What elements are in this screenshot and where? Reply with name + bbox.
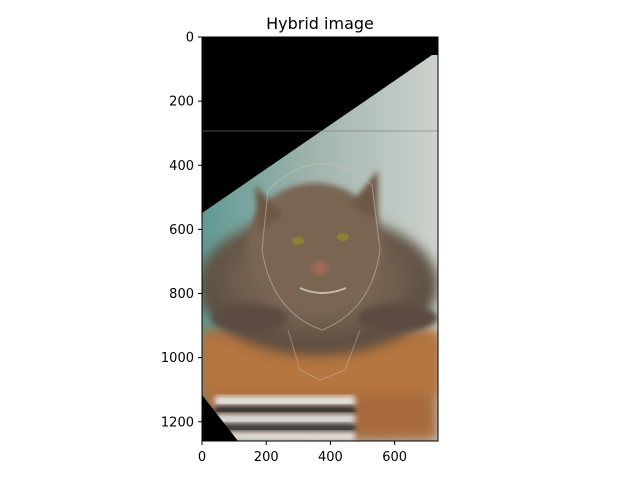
y-tick-label: 600 [169, 223, 194, 238]
y-tick-label: 800 [169, 287, 194, 302]
axes-frame [201, 36, 439, 442]
hybrid-image [202, 37, 438, 441]
y-tick-label: 1200 [161, 415, 194, 430]
y-axis: 0 200 400 600 800 1000 1200 [161, 31, 202, 430]
y-tick-label: 0 [186, 31, 194, 46]
x-tick-label: 0 [198, 450, 206, 465]
y-tick-label: 1000 [161, 351, 194, 366]
x-tick-label: 600 [382, 450, 407, 465]
photo-region [202, 55, 438, 441]
x-tick-label: 200 [254, 450, 279, 465]
y-tick-label: 400 [169, 159, 194, 174]
chart-title: Hybrid image [266, 14, 374, 33]
y-tick-label: 200 [169, 95, 194, 110]
x-tick-label: 400 [318, 450, 343, 465]
x-axis: 0 200 400 600 [198, 441, 407, 465]
